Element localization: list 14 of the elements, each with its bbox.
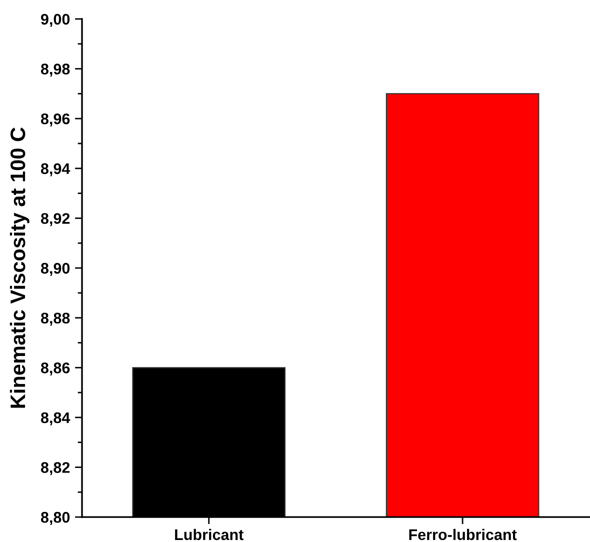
y-tick-label: 8,82 (40, 462, 70, 476)
y-axis-title: Kinematic Viscosity at 100 C (10, 127, 30, 408)
y-tick-label: 8,94 (40, 163, 70, 176)
y-tick-label: 8,80 (40, 512, 70, 525)
y-tick-label: 8,96 (40, 113, 70, 126)
y-tick-label: 8,84 (40, 412, 70, 426)
y-tick-label: 9,00 (41, 14, 70, 27)
y-tick-label: 8,98 (40, 64, 70, 77)
y-tick-label: 8,88 (40, 312, 70, 326)
y-tick-label: 8,86 (40, 362, 70, 376)
y-tick-label: 8,92 (40, 213, 70, 226)
x-tick-label: Lubricant (175, 528, 244, 540)
y-tick-label: 8,90 (40, 262, 70, 276)
x-tick-label: Ferro-lubricant (409, 528, 517, 540)
